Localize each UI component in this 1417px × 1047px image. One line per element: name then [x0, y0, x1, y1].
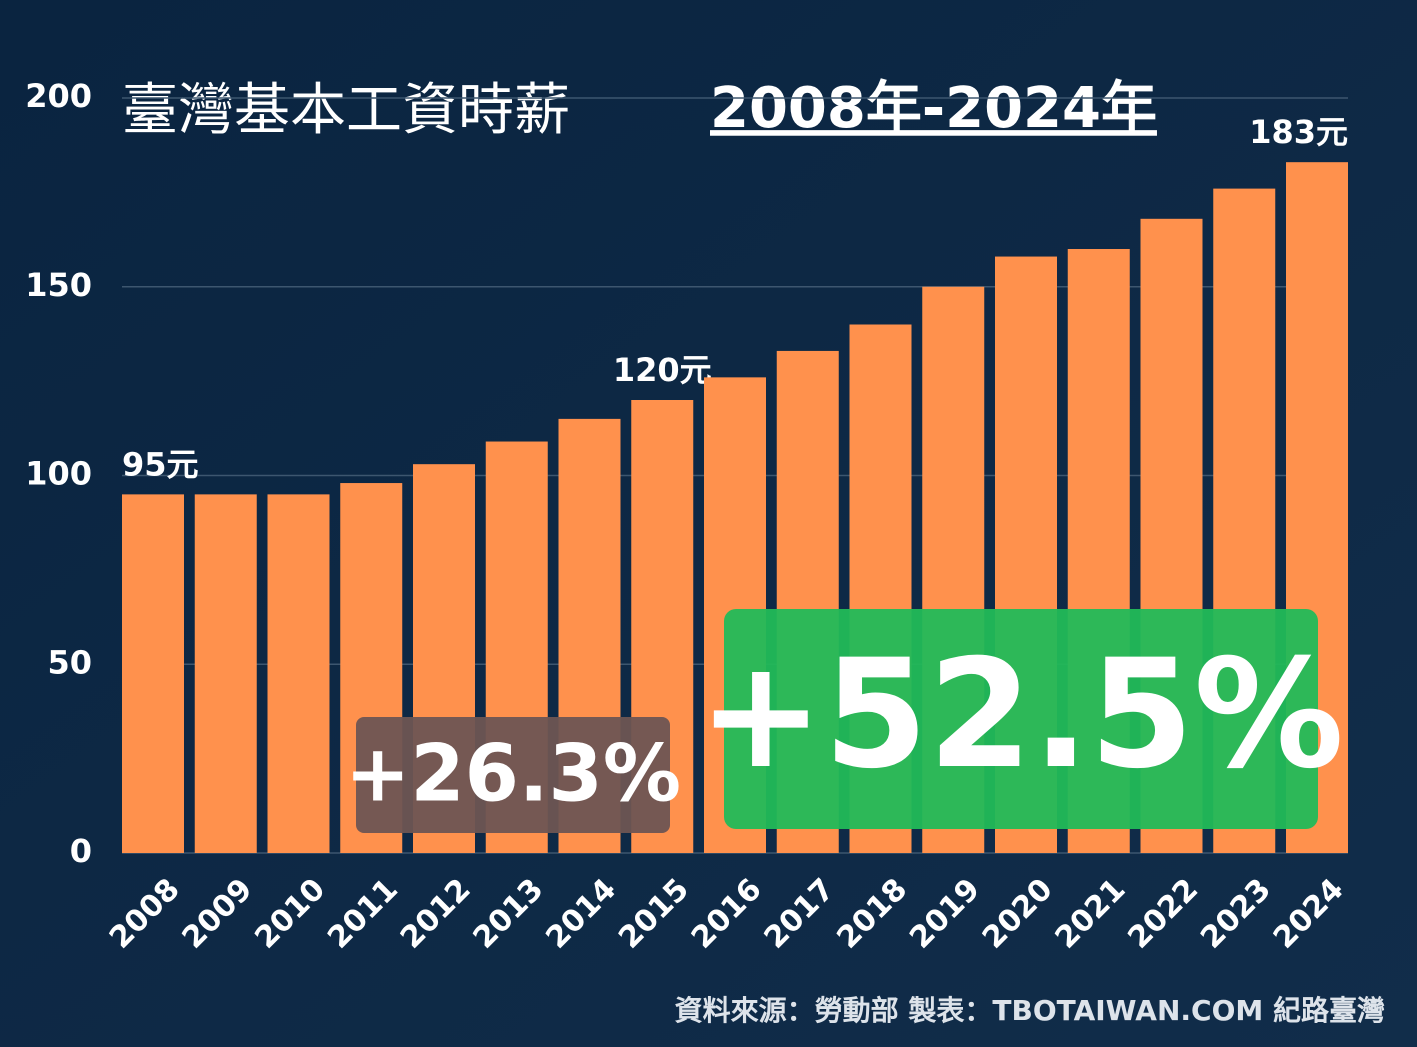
y-tick-label: 0 — [70, 832, 92, 870]
data-label: 183元 — [1249, 113, 1348, 151]
y-tick-label: 50 — [47, 643, 92, 681]
y-tick-label: 100 — [25, 455, 92, 493]
source-note: 資料來源：勞動部 製表：TBOTAIWAN.COM 紀路臺灣 — [675, 994, 1385, 1027]
data-label: 95元 — [122, 445, 199, 483]
bar — [267, 494, 330, 853]
annotation-box — [724, 609, 1318, 829]
data-label: 120元 — [613, 351, 712, 389]
y-tick-label: 150 — [25, 266, 92, 304]
bar — [194, 494, 257, 853]
chart-title: 臺灣基本工資時薪 — [122, 78, 570, 143]
annotation: +52.5% — [698, 628, 1344, 802]
chart-subtitle: 2008年-2024年 — [710, 76, 1157, 141]
y-tick-label: 200 — [25, 77, 92, 115]
bar — [122, 494, 184, 853]
annotation: +26.3% — [345, 729, 681, 819]
annotation-box — [356, 717, 670, 833]
